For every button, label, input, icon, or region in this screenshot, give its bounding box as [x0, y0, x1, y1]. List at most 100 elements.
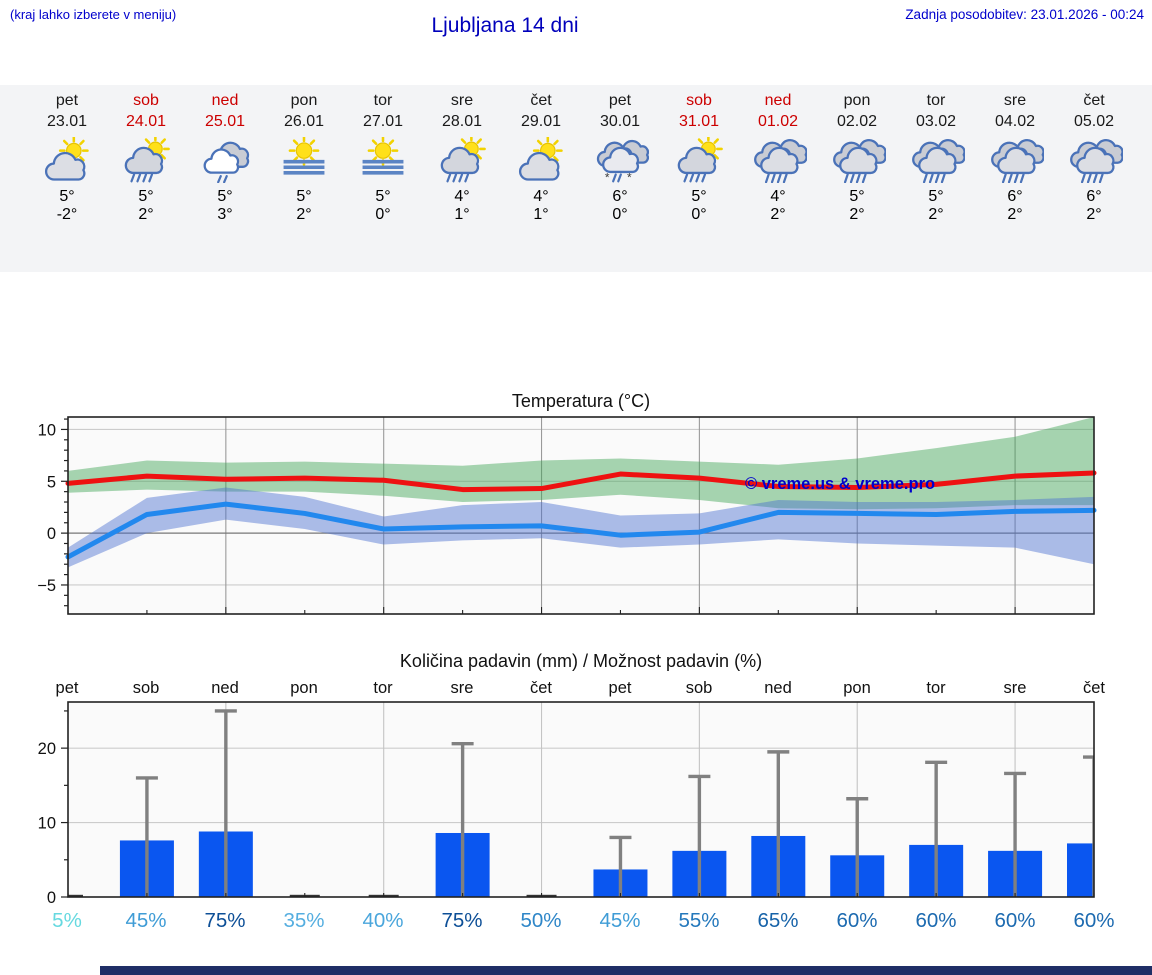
day-column: sre 28.01 4° 1° [423, 85, 502, 224]
day-high-temp: 5° [59, 188, 75, 205]
precip-probability-label: 60% [915, 909, 956, 932]
precip-probability-label: 50% [520, 909, 561, 932]
precip-probability-label: 75% [204, 909, 245, 932]
day-low-temp: 2° [296, 206, 312, 223]
day-name: tor [373, 92, 393, 109]
day-date: 01.02 [757, 113, 799, 130]
cloud-rain-icon [749, 137, 807, 184]
day-high-temp: 6° [612, 188, 628, 205]
day-column: čet 29.01 4° 1° [502, 85, 581, 224]
day-low-temp: 2° [770, 206, 786, 223]
precip-probability-label: 40% [362, 909, 403, 932]
day-high-temp: 4° [533, 188, 549, 205]
day-date: 27.01 [362, 113, 404, 130]
day-column: pon 26.01 5° 2° [265, 85, 344, 224]
fog-sun-icon [283, 135, 325, 175]
svg-text:*: * [627, 170, 632, 183]
day-name: čet [1083, 92, 1105, 109]
day-name: ned [764, 92, 792, 109]
day-high-temp: 6° [1007, 188, 1023, 205]
fog-sun-icon [362, 135, 404, 175]
precip-day-label: čet [530, 679, 552, 697]
temp-ytick-label: 0 [47, 525, 56, 543]
sun-cloud-icon [512, 135, 563, 183]
last-update-label: Zadnja posodobitev: 23.01.2026 - 00:24 [905, 7, 1144, 22]
day-column: pet 23.01 5° -2° [28, 85, 107, 224]
day-high-temp: 5° [296, 188, 312, 205]
precip-day-label: pet [609, 679, 632, 697]
day-name: sob [133, 92, 159, 109]
day-date: 03.02 [915, 113, 957, 130]
sun-cloud-rain-icon [117, 134, 170, 183]
day-date: 25.01 [204, 113, 246, 130]
temperature-chart: 10 5 0 −5 Temperatura (°C) © vreme.us & vreme… [37, 391, 1097, 615]
precip-day-label: čet [1083, 679, 1105, 697]
day-low-temp: -2° [56, 206, 78, 223]
forecast-days-strip: pet 23.01 5° -2° sob 24.01 5° 2° ned 25.01 5° 3° pon… [0, 85, 1152, 272]
svg-text:*: * [605, 170, 610, 183]
day-name: sre [450, 92, 474, 109]
sun-cloud-rain-icon [433, 134, 486, 183]
day-column: sob 31.01 5° 0° [660, 85, 739, 224]
menu-hint-link[interactable]: (kraj lahko izberete v meniju) [10, 7, 177, 22]
sun-cloud-icon [38, 135, 89, 183]
day-low-temp: 2° [928, 206, 944, 223]
day-date: 23.01 [46, 113, 88, 130]
day-column: pet 30.01 * * 6° 0° [581, 85, 660, 224]
day-column: ned 25.01 5° 3° [186, 85, 265, 224]
precip-probability-label: 35% [283, 909, 324, 932]
precip-day-label: pet [56, 679, 79, 697]
precip-probability-label: 5% [52, 909, 82, 932]
day-name: tor [926, 92, 946, 109]
temp-ytick-label: 5 [47, 473, 56, 491]
precip-probability-label: 45% [599, 909, 640, 932]
precip-bar [1067, 843, 1094, 897]
precip-ytick-label: 0 [47, 889, 56, 907]
day-column: tor 27.01 5° 0° [344, 85, 423, 224]
precip-probability-label: 55% [678, 909, 719, 932]
precip-ytick-label: 10 [38, 815, 56, 833]
precip-day-label: tor [373, 679, 393, 697]
day-date: 31.01 [678, 113, 720, 130]
precip-probability-label: 60% [994, 909, 1035, 932]
day-name: sob [686, 92, 712, 109]
day-high-temp: 4° [454, 188, 470, 205]
precip-day-label: ned [764, 679, 792, 697]
day-low-temp: 2° [1007, 206, 1023, 223]
precip-probability-label: 65% [757, 909, 798, 932]
day-high-temp: 4° [770, 188, 786, 205]
day-date: 26.01 [283, 113, 325, 130]
day-name: čet [530, 92, 552, 109]
watermark: © vreme.us & vreme.pro [745, 475, 935, 493]
precip-probability-label: 45% [125, 909, 166, 932]
day-column: sob 24.01 5° 2° [107, 85, 186, 224]
precip-day-label: sob [686, 679, 713, 697]
precip-day-label: tor [926, 679, 946, 697]
day-high-temp: 6° [1086, 188, 1102, 205]
day-name: ned [211, 92, 239, 109]
precipitation-chart-title: Količina padavin (mm) / Možnost padavin … [400, 651, 762, 671]
day-date: 29.01 [520, 113, 562, 130]
precip-day-label: pon [290, 679, 318, 697]
day-column: pon 02.02 5° 2° [818, 85, 897, 224]
precip-day-label: sre [451, 679, 474, 697]
day-name: pet [55, 92, 79, 109]
day-date: 04.02 [994, 113, 1036, 130]
day-name: pet [608, 92, 632, 109]
cloud-rain-icon [1065, 137, 1123, 184]
cloud-sleet-icon: * * [591, 137, 649, 184]
precip-day-label: pon [843, 679, 871, 697]
precip-probability-label: 75% [441, 909, 482, 932]
sun-cloud-rain-icon [670, 134, 723, 183]
day-high-temp: 5° [928, 188, 944, 205]
cloud-rain-icon [986, 137, 1044, 184]
day-high-temp: 5° [375, 188, 391, 205]
day-low-temp: 0° [375, 206, 391, 223]
day-high-temp: 5° [217, 188, 233, 205]
day-low-temp: 2° [138, 206, 154, 223]
precipitation-chart: 0 10 20 Količina padavin (mm) / Možnost pad… [38, 651, 1115, 932]
day-date: 28.01 [441, 113, 483, 130]
day-name: sre [1003, 92, 1027, 109]
day-date: 24.01 [125, 113, 167, 130]
precip-day-label: ned [211, 679, 239, 697]
